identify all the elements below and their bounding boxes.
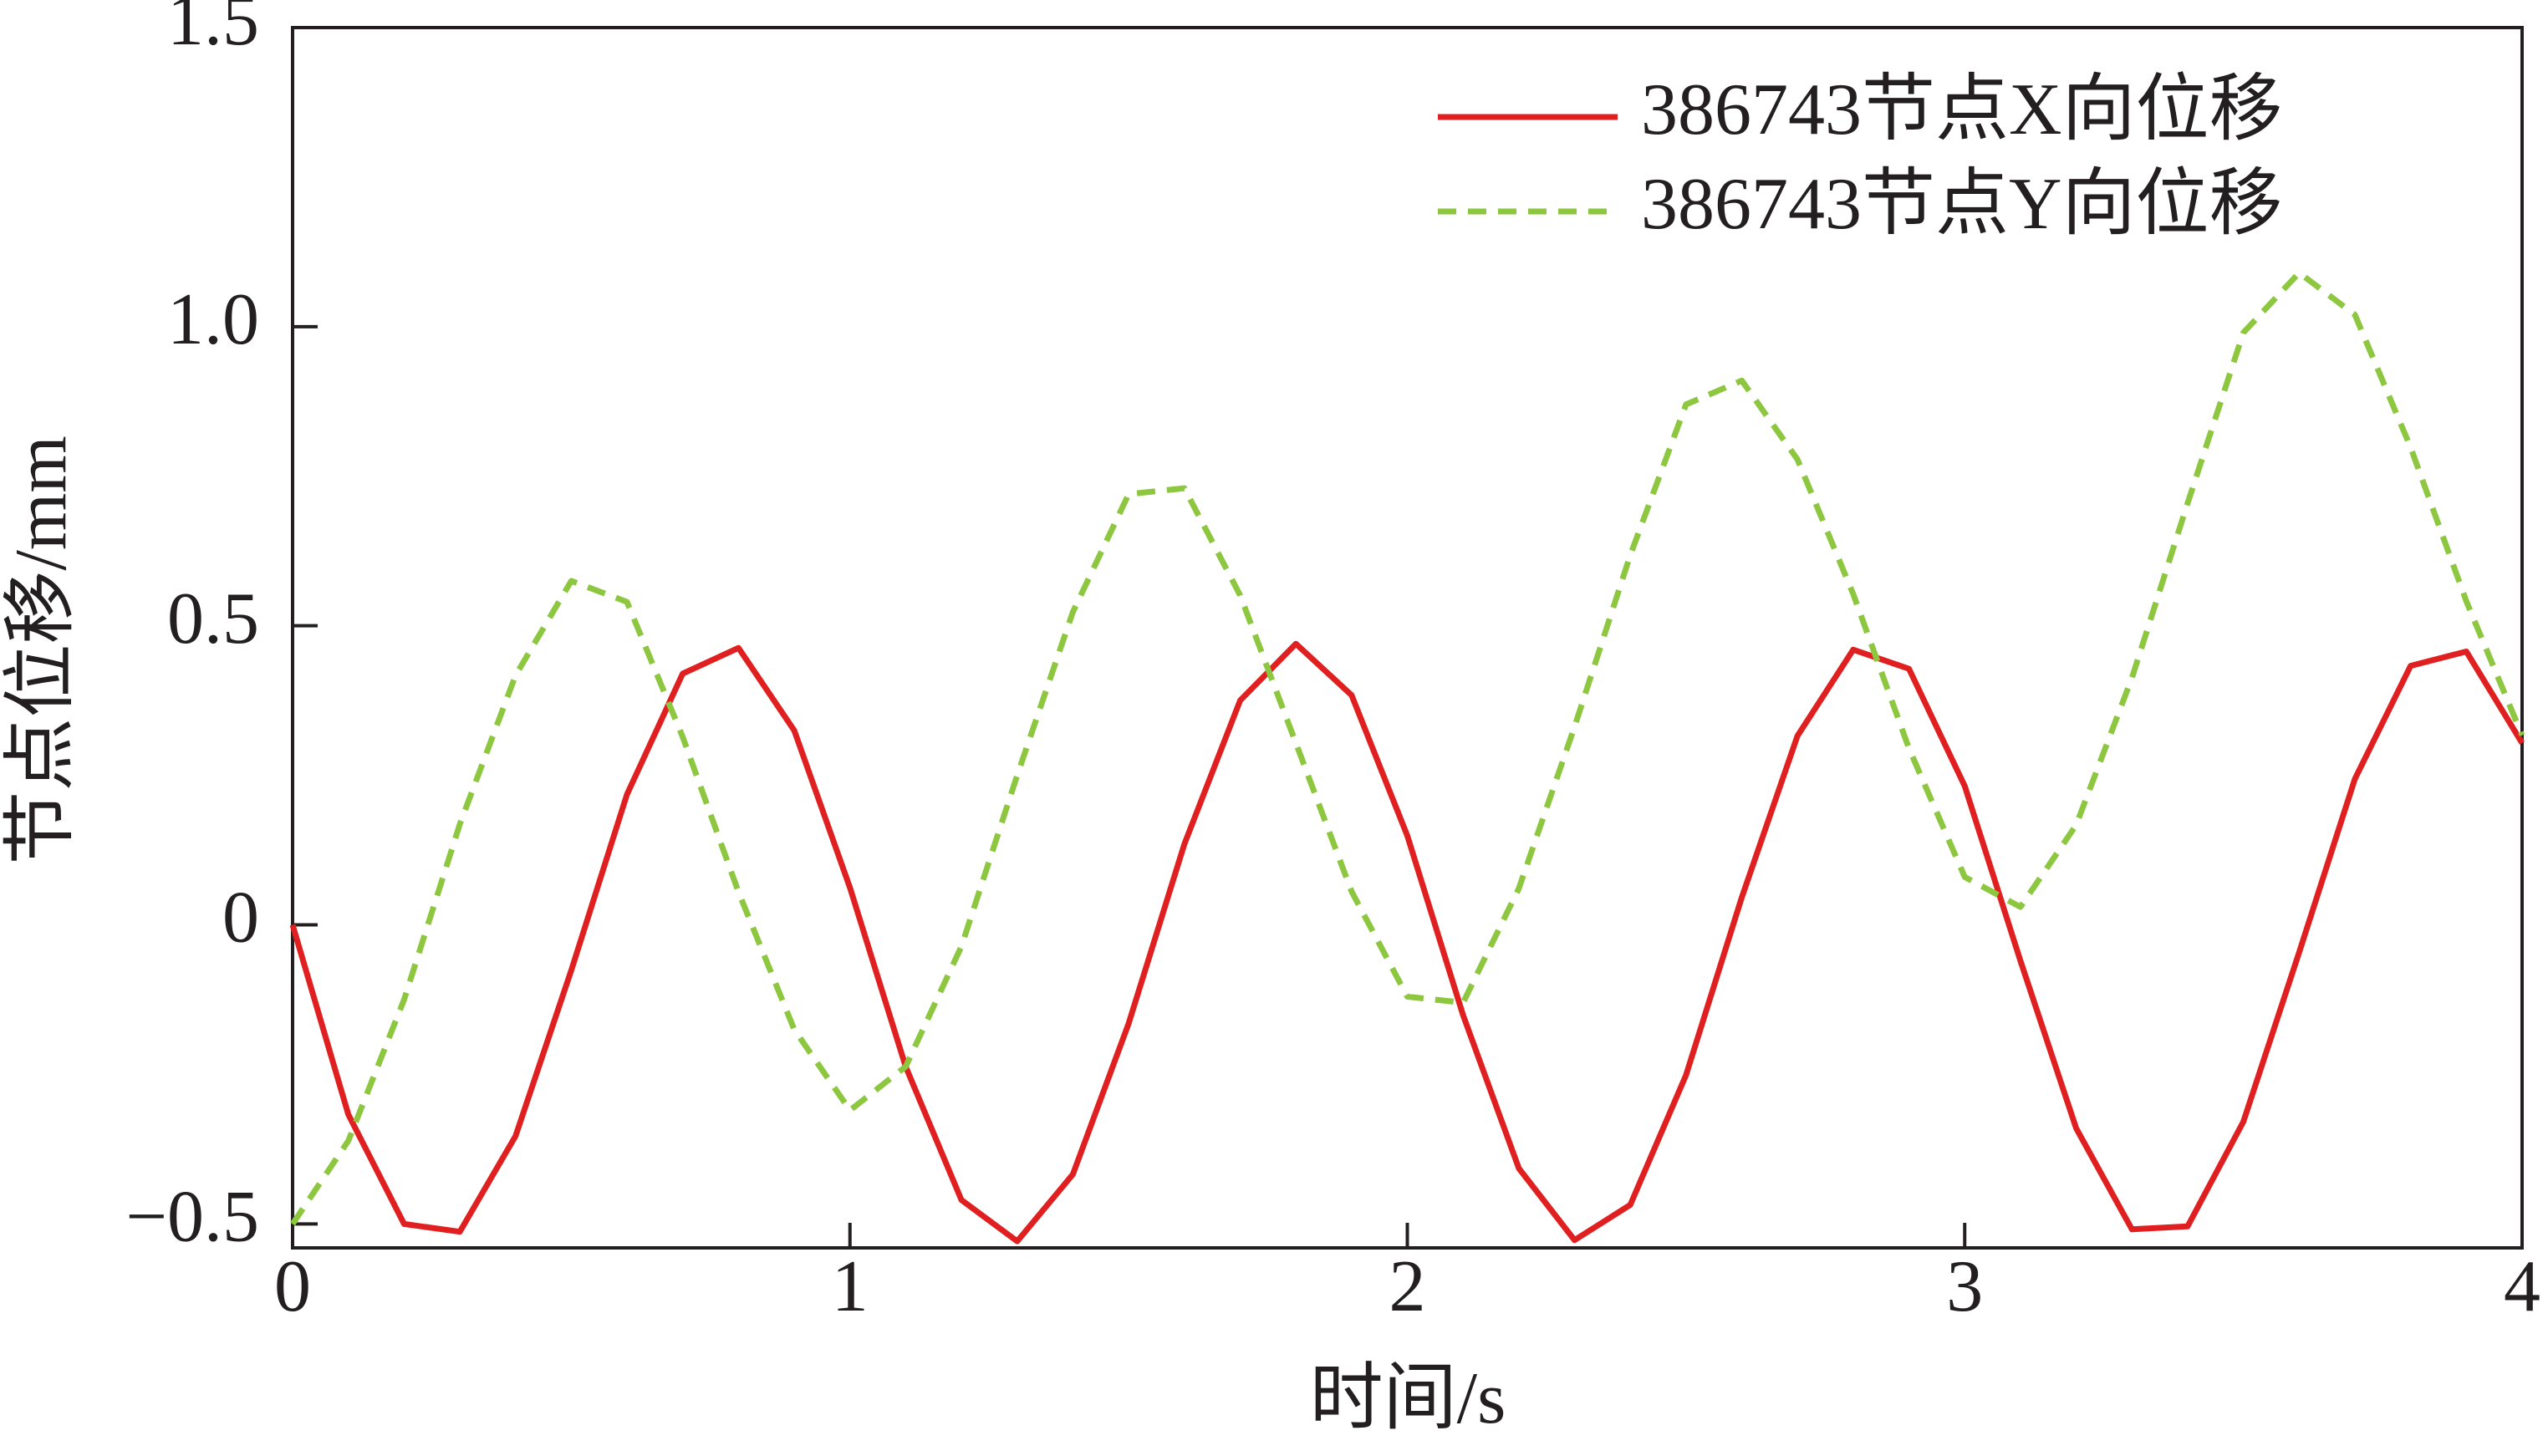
- x-tick-label: 0: [274, 1246, 311, 1327]
- data-line: [289, 640, 2525, 1245]
- data-line: [290, 269, 2525, 1226]
- x-tick-label: 1: [832, 1246, 869, 1327]
- legend-label: 386743节点Y向位移: [1641, 164, 2283, 245]
- x-tick-label: 4: [2504, 1246, 2540, 1327]
- x-axis-label: 时间/s: [1310, 1358, 1506, 1439]
- y-axis-label: 节点位移/mm: [1, 435, 82, 864]
- y-tick-label: 0: [222, 878, 259, 959]
- x-tick-label: 3: [1946, 1246, 1983, 1327]
- y-tick-label: 1.0: [167, 279, 259, 360]
- y-tick-label: −0.5: [125, 1177, 259, 1258]
- y-tick-label: 1.5: [167, 0, 259, 61]
- x-tick-label: 2: [1389, 1246, 1426, 1327]
- legend-label: 386743节点X向位移: [1641, 69, 2283, 150]
- y-tick-label: 0.5: [167, 578, 259, 659]
